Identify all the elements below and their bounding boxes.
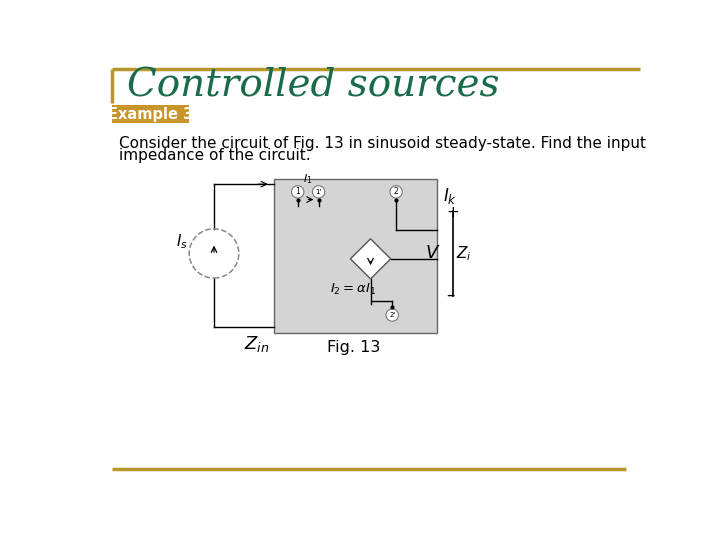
Text: Consider the circuit of Fig. 13 in sinusoid steady-state. Find the input: Consider the circuit of Fig. 13 in sinus… bbox=[120, 136, 647, 151]
Circle shape bbox=[386, 309, 398, 321]
Text: Fig. 13: Fig. 13 bbox=[327, 340, 380, 355]
Text: $Z_{in}$: $Z_{in}$ bbox=[244, 334, 269, 354]
Text: $I_1$: $I_1$ bbox=[303, 172, 312, 186]
Text: $V$: $V$ bbox=[425, 245, 441, 262]
Text: 2': 2' bbox=[389, 312, 395, 318]
Text: $I_s$: $I_s$ bbox=[176, 233, 187, 251]
Text: Example 3: Example 3 bbox=[108, 106, 193, 122]
Text: $I_2 = \alpha I_1$: $I_2 = \alpha I_1$ bbox=[330, 282, 377, 297]
Circle shape bbox=[390, 186, 402, 198]
Text: $I_k$: $I_k$ bbox=[444, 186, 457, 206]
FancyBboxPatch shape bbox=[112, 105, 189, 123]
Text: –: – bbox=[446, 285, 455, 303]
FancyBboxPatch shape bbox=[274, 179, 437, 333]
Text: 2: 2 bbox=[394, 187, 398, 197]
Text: $Z_i$: $Z_i$ bbox=[456, 244, 472, 263]
Text: +: + bbox=[446, 205, 459, 220]
Polygon shape bbox=[351, 239, 391, 279]
Text: 1': 1' bbox=[315, 189, 322, 195]
Text: Controlled sources: Controlled sources bbox=[127, 68, 500, 105]
Text: impedance of the circuit.: impedance of the circuit. bbox=[120, 148, 311, 163]
Circle shape bbox=[312, 186, 325, 198]
Circle shape bbox=[292, 186, 304, 198]
Text: 1: 1 bbox=[295, 187, 300, 197]
